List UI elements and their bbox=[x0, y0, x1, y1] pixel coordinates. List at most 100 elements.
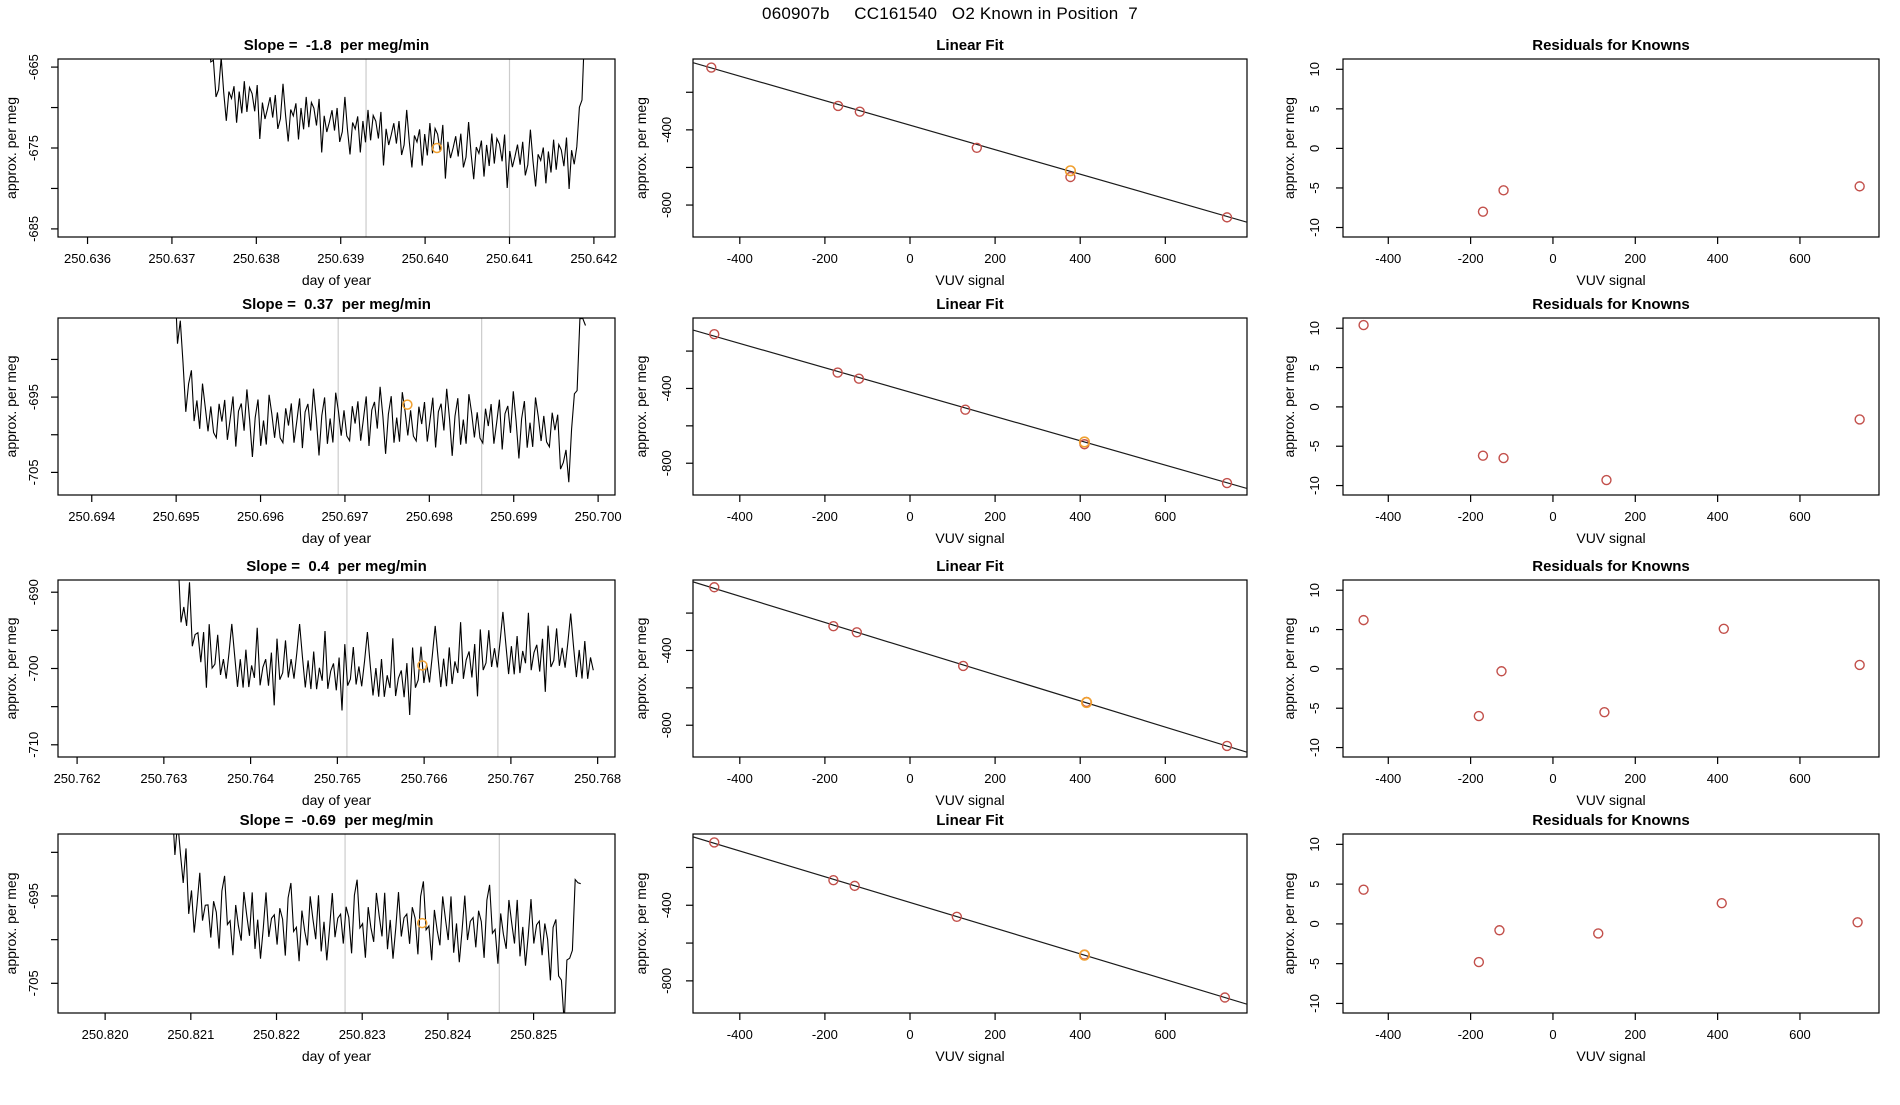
y-tick-label: 0 bbox=[1307, 920, 1322, 927]
panel-row3-res: Residuals for Knowns -400 -200 0 200 400 600 VU… bbox=[1281, 558, 1880, 808]
x-tick-label: 200 bbox=[1624, 771, 1646, 786]
panel-title: Linear Fit bbox=[936, 558, 1004, 575]
x-tick-label: -400 bbox=[727, 771, 753, 786]
x-tick-label: -200 bbox=[1458, 1027, 1484, 1042]
x-tick-label: 600 bbox=[1789, 1027, 1811, 1042]
x-tick-label: 250.764 bbox=[227, 771, 274, 786]
residual-point bbox=[1854, 181, 1865, 192]
residual-point bbox=[1477, 206, 1489, 217]
x-tick-label: 400 bbox=[1707, 771, 1729, 786]
known-point bbox=[1219, 992, 1231, 1003]
x-tick-label: 250.824 bbox=[424, 1027, 471, 1042]
unknown-highlight-point bbox=[1080, 696, 1093, 709]
x-axis-label: VUV signal bbox=[1576, 530, 1645, 546]
residual-point bbox=[1494, 925, 1505, 936]
x-tick-label: 250.762 bbox=[54, 771, 101, 786]
known-point bbox=[709, 582, 720, 593]
panel-title: Linear Fit bbox=[936, 296, 1004, 313]
y-tick-label: -400 bbox=[659, 637, 674, 663]
x-tick-label: -200 bbox=[812, 251, 838, 266]
fit-line bbox=[693, 581, 1247, 753]
known-point bbox=[854, 106, 865, 117]
fit-line bbox=[693, 62, 1247, 223]
y-tick-label: -10 bbox=[1307, 476, 1322, 495]
unknown-highlight-point bbox=[402, 399, 413, 410]
x-tick-label: 0 bbox=[906, 509, 913, 524]
x-tick-label: 0 bbox=[906, 251, 913, 266]
x-tick-label: -200 bbox=[1458, 251, 1484, 266]
unknown-highlight-point bbox=[1064, 165, 1077, 177]
residual-point bbox=[1716, 898, 1727, 909]
x-tick-label: 250.698 bbox=[406, 509, 453, 524]
x-tick-label: 250.820 bbox=[82, 1027, 129, 1042]
x-tick-label: 600 bbox=[1154, 1027, 1176, 1042]
known-point bbox=[1221, 740, 1233, 752]
x-axis-label: day of year bbox=[302, 530, 372, 546]
x-axis-label: VUV signal bbox=[1576, 1048, 1645, 1064]
residual-point bbox=[1473, 710, 1485, 722]
x-tick-label: -200 bbox=[812, 509, 838, 524]
panel-title: Residuals for Knowns bbox=[1532, 558, 1690, 575]
panel-title: Linear Fit bbox=[936, 37, 1004, 54]
y-axis-label: approx. per meg bbox=[633, 97, 649, 199]
x-tick-label: 250.763 bbox=[140, 771, 187, 786]
residual-point bbox=[1477, 450, 1489, 461]
known-point bbox=[832, 100, 844, 112]
known-point bbox=[828, 620, 839, 632]
unknown-highlight-point bbox=[417, 660, 428, 671]
x-axis-label: VUV signal bbox=[1576, 272, 1645, 288]
panel-border bbox=[57, 317, 616, 496]
panel-title: Residuals for Knowns bbox=[1532, 37, 1690, 54]
x-tick-label: -400 bbox=[1375, 251, 1401, 266]
panel-title: Residuals for Knowns bbox=[1532, 812, 1690, 829]
x-tick-label: 0 bbox=[1549, 251, 1556, 266]
residual-point bbox=[1593, 928, 1604, 939]
x-tick-label: 0 bbox=[906, 1027, 913, 1042]
x-tick-label: 200 bbox=[984, 251, 1006, 266]
y-axis-label: approx. per meg bbox=[633, 356, 649, 458]
y-tick-label: -695 bbox=[26, 384, 41, 410]
residual-point bbox=[1599, 706, 1610, 718]
y-tick-label: -5 bbox=[1307, 958, 1322, 970]
x-tick-label: 250.639 bbox=[317, 251, 364, 266]
panel-title: Slope = 0.37 per meg/min bbox=[242, 296, 431, 313]
known-point bbox=[709, 837, 720, 848]
y-tick-label: 5 bbox=[1307, 364, 1322, 371]
signal-trace bbox=[173, 834, 581, 1013]
x-axis-label: VUV signal bbox=[935, 272, 1004, 288]
panel-row4-lf: Linear Fit -400 -200 0 200 400 600 VUV signal -4… bbox=[633, 812, 1248, 1064]
unknown-highlight-point bbox=[416, 917, 428, 929]
panel-border bbox=[1342, 58, 1880, 238]
residual-point bbox=[1601, 474, 1612, 486]
y-axis-label: approx. per meg bbox=[1281, 356, 1297, 458]
x-tick-label: 200 bbox=[1624, 509, 1646, 524]
x-tick-label: 250.640 bbox=[402, 251, 449, 266]
y-tick-label: 10 bbox=[1307, 62, 1322, 76]
panel-row3-ts: Slope = 0.4 per meg/min 250.762 250.763 250… bbox=[3, 558, 621, 808]
panel-border bbox=[692, 833, 1248, 1014]
y-tick-label: -5 bbox=[1307, 182, 1322, 194]
x-tick-label: 400 bbox=[1069, 251, 1091, 266]
panel-border bbox=[1342, 579, 1880, 758]
y-tick-label: 5 bbox=[1307, 105, 1322, 112]
residual-point bbox=[1854, 414, 1865, 425]
x-tick-label: 0 bbox=[1549, 509, 1556, 524]
y-tick-label: -10 bbox=[1307, 738, 1322, 757]
x-tick-label: 250.695 bbox=[153, 509, 200, 524]
x-tick-label: 250.696 bbox=[237, 509, 284, 524]
panel-title: Slope = -1.8 per meg/min bbox=[244, 37, 429, 54]
y-tick-label: -695 bbox=[26, 883, 41, 909]
y-tick-label: -5 bbox=[1307, 440, 1322, 452]
x-tick-label: -200 bbox=[812, 771, 838, 786]
panel-row1-res: Residuals for Knowns -400 -200 0 200 400 600 VU… bbox=[1281, 37, 1880, 288]
x-tick-label: 400 bbox=[1069, 1027, 1091, 1042]
known-point bbox=[709, 328, 720, 340]
x-tick-label: 250.823 bbox=[339, 1027, 386, 1042]
panel-border bbox=[1342, 833, 1880, 1014]
unknown-highlight-point bbox=[1078, 436, 1091, 448]
x-tick-label: 600 bbox=[1154, 509, 1176, 524]
y-tick-label: -800 bbox=[659, 712, 674, 738]
y-tick-label: 10 bbox=[1307, 837, 1322, 851]
x-tick-label: 250.821 bbox=[167, 1027, 214, 1042]
